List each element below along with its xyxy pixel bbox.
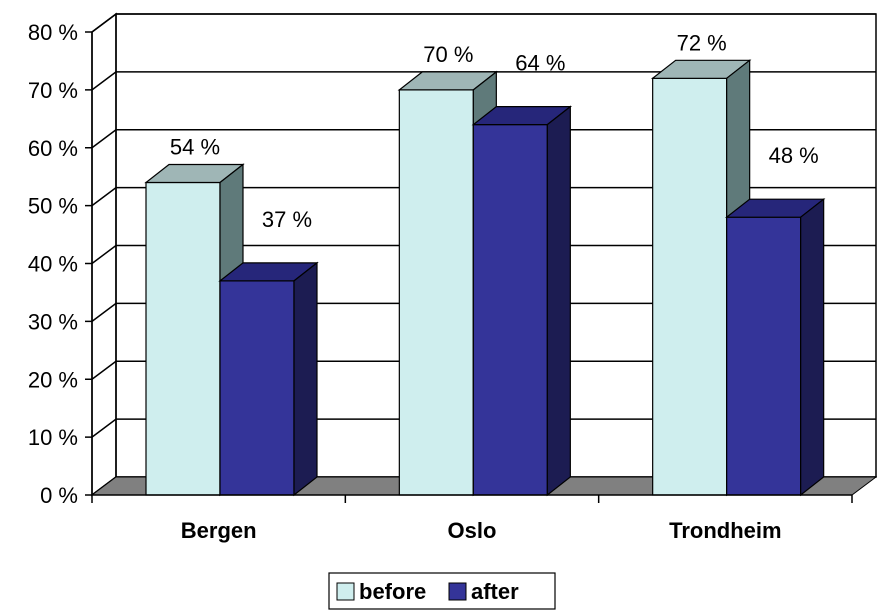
- x-category-label: Bergen: [181, 518, 257, 543]
- legend-label-after: after: [471, 579, 519, 604]
- bar-front: [726, 216, 802, 496]
- bars: [144, 59, 826, 497]
- legend-label-before: before: [359, 579, 426, 604]
- gridline: [91, 418, 876, 438]
- bar-side: [546, 105, 571, 497]
- bar-front: [472, 123, 548, 496]
- bar-after-oslo: [471, 105, 573, 497]
- gridline: [91, 71, 876, 91]
- y-axis: 0 % 10 % 20 % 30 % 40 % 50 % 60 % 70 % 80 %: [28, 20, 93, 508]
- y-tick-label: 60 %: [28, 136, 78, 161]
- legend-swatch-after: [448, 582, 467, 601]
- x-axis: Bergen Oslo Trondheim: [91, 494, 853, 543]
- data-label: 54 %: [170, 134, 220, 159]
- gridline: [91, 129, 876, 149]
- bar-side: [293, 261, 318, 497]
- x-category-label: Trondheim: [669, 518, 781, 543]
- data-label: 72 %: [677, 30, 727, 55]
- bar-after-trondheim: [724, 197, 826, 497]
- data-label: 70 %: [423, 42, 473, 67]
- gridline: [91, 186, 876, 207]
- bar-after-bergen: [218, 261, 319, 497]
- bar-front: [145, 181, 221, 496]
- y-tick-label: 40 %: [28, 252, 78, 277]
- gridline: [91, 360, 876, 380]
- x-category-label: Oslo: [448, 518, 497, 543]
- bar-front: [398, 89, 474, 496]
- gridline: [91, 302, 876, 322]
- gridline: [91, 13, 876, 33]
- legend-swatch-before: [336, 582, 355, 601]
- data-labels: 54 % 37 % 70 % 64 % 72 % 48 %: [170, 30, 819, 232]
- data-label: 37 %: [262, 207, 312, 232]
- gridline: [91, 244, 876, 265]
- y-tick-label: 30 %: [28, 309, 78, 334]
- y-tick-label: 80 %: [28, 20, 78, 45]
- y-tick-label: 70 %: [28, 78, 78, 103]
- y-tick-label: 20 %: [28, 367, 78, 392]
- y-tick-label: 10 %: [28, 425, 78, 450]
- legend: before after: [328, 572, 556, 610]
- bar-front: [219, 280, 295, 496]
- bar-front: [652, 77, 728, 496]
- data-label: 48 %: [769, 143, 819, 168]
- bar-side: [800, 197, 825, 497]
- legend-box: [328, 572, 556, 610]
- y-tick-label: 0 %: [40, 483, 78, 508]
- y-tick-label: 50 %: [28, 194, 78, 219]
- data-label: 64 %: [515, 51, 565, 76]
